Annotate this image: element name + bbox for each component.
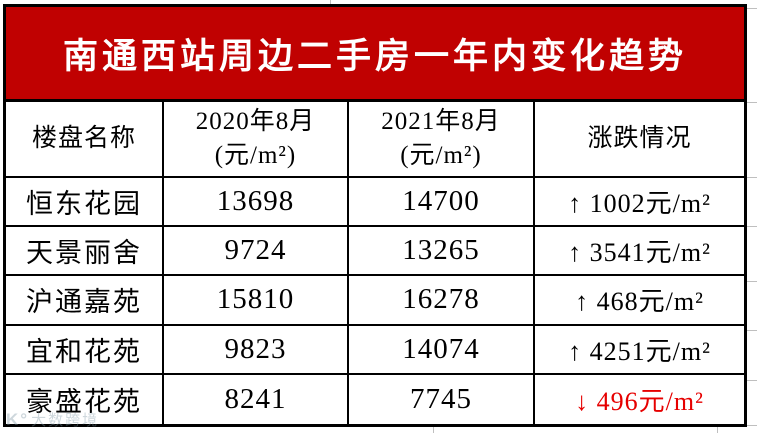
change-cell: ↑ 468元/m² [575, 287, 704, 317]
price-trend-table: 南通西站周边二手房一年内变化趋势 楼盘名称 2020年8月 (元/m²) 202… [3, 4, 747, 427]
header-property-name: 楼盘名称 [6, 102, 164, 176]
table-title-banner: 南通西站周边二手房一年内变化趋势 [6, 7, 744, 102]
price-2021-cell: 14700 [349, 178, 535, 226]
sheet-gridline-tick [717, 427, 718, 433]
header-label: 涨跌情况 [587, 125, 692, 153]
property-name-cell: 沪通嘉苑 [6, 276, 164, 324]
sheet-gridline-tick [747, 281, 757, 282]
header-unit-label: (元/m²) [214, 142, 297, 169]
property-name-cell: 天景丽舍 [6, 227, 164, 275]
table-row: 豪盛花苑 8241 7745 ↓ 496元/m² [6, 374, 744, 424]
price-2021-cell: 13265 [349, 227, 535, 275]
header-unit-label: (元/m²) [400, 142, 482, 169]
property-name-cell: 宜和花苑 [6, 325, 164, 373]
price-2020-cell: 9823 [164, 325, 349, 373]
sheet-gridline-tick [330, 0, 331, 4]
sheet-gridline-tick [747, 8, 757, 9]
table-row: 恒东花园 13698 14700 ↑ 1002元/m² [6, 178, 744, 228]
change-cell: ↑ 4251元/m² [568, 336, 711, 366]
sheet-gridline-tick [747, 102, 757, 103]
price-2020-cell: 9724 [164, 227, 349, 275]
header-aug-2021: 2021年8月 (元/m²) [349, 102, 535, 176]
header-label: 2020年8月 [195, 108, 316, 136]
header-aug-2020: 2020年8月 (元/m²) [164, 102, 349, 176]
table-row: 宜和花苑 9823 14074 ↑ 4251元/m² [6, 325, 744, 375]
table-row: 天景丽舍 9724 13265 ↑ 3541元/m² [6, 227, 744, 277]
price-2020-cell: 8241 [164, 374, 349, 424]
price-2021-cell: 14074 [349, 325, 535, 373]
sheet-gridline-tick [747, 330, 757, 331]
table-header-row: 楼盘名称 2020年8月 (元/m²) 2021年8月 (元/m²) 涨跌情况 [6, 102, 744, 178]
property-name-cell: 恒东花园 [6, 178, 164, 226]
price-2021-cell: 7745 [349, 374, 535, 424]
price-2020-cell: 13698 [164, 178, 349, 226]
property-name-cell: 豪盛花苑 [6, 374, 164, 424]
header-change: 涨跌情况 [535, 102, 744, 176]
sheet-gridline-tick [747, 226, 757, 227]
sheet-gridline-tick [747, 380, 757, 381]
table-row: 沪通嘉苑 15810 16278 ↑ 468元/m² [6, 276, 744, 326]
page-title: 南通西站周边二手房一年内变化趋势 [62, 36, 687, 76]
price-2020-cell: 15810 [164, 276, 349, 324]
sheet-gridline-tick [747, 177, 757, 178]
sheet-gridline-tick [747, 425, 757, 426]
change-cell-decline: ↓ 496元/m² [575, 386, 704, 416]
change-cell: ↑ 1002元/m² [568, 189, 711, 219]
change-cell: ↑ 3541元/m² [568, 238, 711, 268]
sheet-gridline-tick [433, 427, 434, 433]
header-label: 楼盘名称 [31, 125, 136, 153]
header-label: 2021年8月 [381, 108, 501, 136]
price-2021-cell: 16278 [349, 276, 535, 324]
